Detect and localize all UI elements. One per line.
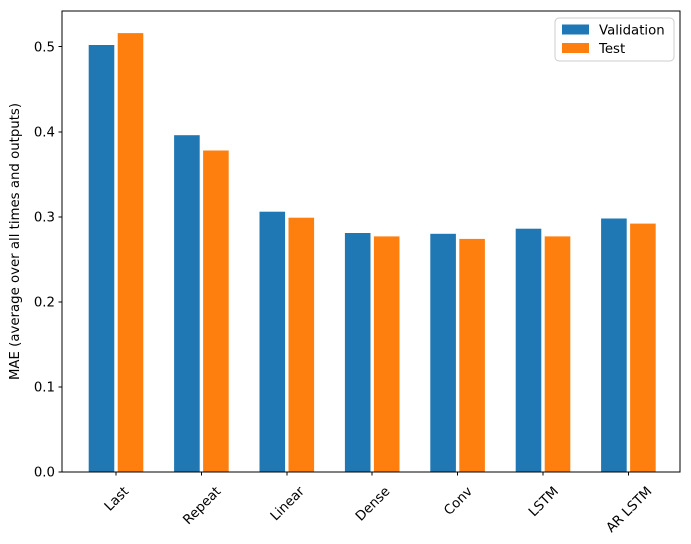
bar-validation-dense (344, 233, 371, 472)
bar-test-ar-lstm (630, 223, 656, 472)
bar-test-conv (459, 238, 485, 472)
legend-swatch-validation (562, 24, 589, 35)
x-tick-label-lstm: LSTM (526, 484, 562, 520)
bar-validation-last (88, 45, 115, 472)
axes-spines (61, 10, 681, 473)
bar-test-repeat (203, 150, 229, 472)
y-tick-label: 0.2 (34, 295, 55, 310)
bar-test-last (117, 33, 144, 472)
y-axis-label: MAE (average over all times and outputs) (8, 103, 23, 380)
x-tick-label-dense: Dense (353, 484, 393, 524)
y-tick-label: 0.3 (34, 210, 55, 225)
y-tick-label: 0.0 (34, 466, 55, 481)
x-tick-label-ar-lstm: AR LSTM (604, 484, 656, 536)
legend-label-test: Test (598, 42, 625, 57)
x-tick-label-last: Last (102, 484, 132, 514)
x-tick-label-repeat: Repeat (181, 484, 225, 528)
bar-test-dense (373, 236, 400, 472)
bar-validation-repeat (174, 135, 200, 472)
x-tick-label-conv: Conv (441, 484, 476, 519)
y-tick-label: 0.1 (34, 381, 55, 396)
y-tick-label: 0.5 (34, 40, 55, 55)
legend-label-validation: Validation (599, 24, 665, 39)
bar-validation-lstm (515, 228, 542, 472)
y-tick-label: 0.4 (34, 125, 55, 140)
bar-validation-conv (430, 233, 456, 472)
x-tick-label-linear: Linear (268, 484, 308, 524)
legend-swatch-test (562, 43, 589, 53)
bar-validation-linear (259, 211, 286, 472)
bar-test-linear (288, 217, 315, 472)
bar-test-lstm (544, 236, 571, 472)
bar-validation-ar-lstm (601, 218, 627, 472)
